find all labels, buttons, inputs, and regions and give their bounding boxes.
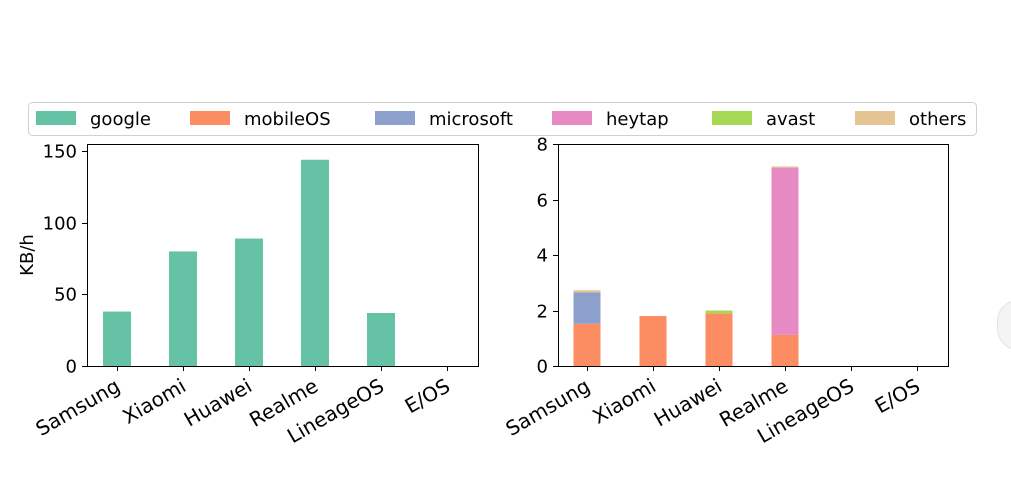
legend-swatch-mobileOS <box>190 111 230 125</box>
x-tick-label-samsung: Samsung <box>32 374 124 441</box>
bar-google-samsung <box>103 311 131 366</box>
y-tick-label: 150 <box>43 142 77 163</box>
y-axis-label: KB/h <box>17 234 38 276</box>
legend-swatch-avast <box>712 111 752 125</box>
legend-swatch-heytap <box>552 111 592 125</box>
legend-swatch-microsoft <box>375 111 415 125</box>
bar-mobileOS-huawei <box>705 313 733 366</box>
bar-heytap-realme <box>771 167 799 335</box>
chart-left-google: 050100150SamsungXiaomiHuaweiRealmeLineag… <box>17 142 479 448</box>
y-tick-label: 6 <box>537 191 548 212</box>
y-tick-label: 4 <box>537 246 548 267</box>
bar-mobileOS-samsung <box>573 323 601 366</box>
legend-box <box>28 102 977 136</box>
legend-label-google: google <box>90 109 151 130</box>
x-tick-label-xiaomi: Xiaomi <box>588 374 660 429</box>
bar-microsoft-samsung <box>573 292 601 324</box>
y-tick-label: 100 <box>43 214 77 235</box>
legend-label-others: others <box>909 109 966 130</box>
legend-swatch-google <box>36 111 76 125</box>
y-tick-label: 8 <box>537 135 548 156</box>
x-tick-label-xiaomi: Xiaomi <box>118 374 190 429</box>
y-tick-label: 50 <box>54 285 77 306</box>
legend-label-mobileOS: mobileOS <box>244 109 331 130</box>
bar-mobileOS-realme <box>771 334 799 366</box>
bar-others-samsung <box>573 290 601 293</box>
bar-google-huawei <box>235 238 263 366</box>
bar-google-xiaomi <box>169 251 197 366</box>
legend-swatch-others <box>855 111 895 125</box>
legend: google mobileOS microsoft heytap avast others <box>28 102 977 136</box>
y-tick-label: 0 <box>66 357 77 378</box>
plot-frame <box>87 144 479 367</box>
bar-avast-huawei <box>705 310 733 314</box>
legend-label-microsoft: microsoft <box>429 109 513 130</box>
bar-google-realme <box>301 159 329 366</box>
plot-frame <box>558 144 949 367</box>
legend-label-avast: avast <box>766 109 815 130</box>
x-tick-label-huawei: Huawei <box>180 374 256 432</box>
bar-others-realme <box>771 166 799 168</box>
y-tick-label: 0 <box>537 357 548 378</box>
y-tick-label: 2 <box>537 302 548 323</box>
bar-google-lineageos <box>367 313 395 366</box>
bar-mobileOS-xiaomi <box>639 316 667 366</box>
x-tick-label-samsung: Samsung <box>502 374 594 441</box>
x-tick-label-eos: E/OS <box>871 374 924 419</box>
legend-label-heytap: heytap <box>606 109 669 130</box>
x-tick-label-huawei: Huawei <box>650 374 726 432</box>
x-tick-label-eos: E/OS <box>401 374 454 419</box>
